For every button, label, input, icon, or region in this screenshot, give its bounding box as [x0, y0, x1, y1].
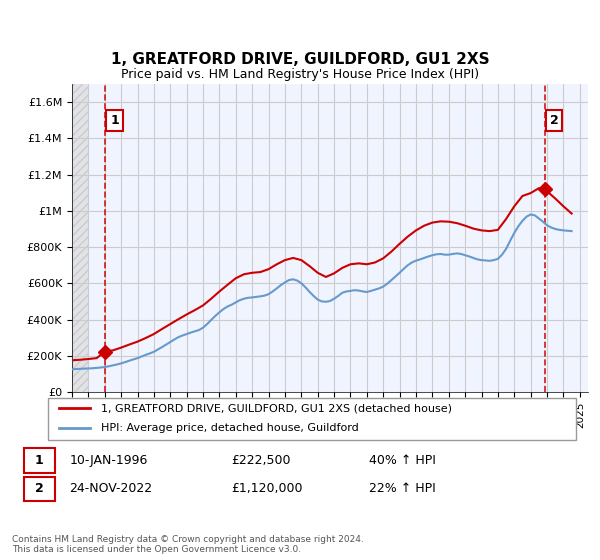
Text: 2: 2 — [550, 114, 558, 127]
Text: £222,500: £222,500 — [231, 454, 290, 467]
Text: 24-NOV-2022: 24-NOV-2022 — [70, 483, 153, 496]
Text: HPI: Average price, detached house, Guildford: HPI: Average price, detached house, Guil… — [101, 423, 359, 433]
Text: 10-JAN-1996: 10-JAN-1996 — [70, 454, 148, 467]
Text: 1: 1 — [110, 114, 119, 127]
Text: Price paid vs. HM Land Registry's House Price Index (HPI): Price paid vs. HM Land Registry's House … — [121, 68, 479, 81]
Text: 1: 1 — [35, 454, 43, 467]
Text: £1,120,000: £1,120,000 — [231, 483, 302, 496]
FancyBboxPatch shape — [23, 477, 55, 501]
FancyBboxPatch shape — [48, 398, 576, 440]
Text: Contains HM Land Registry data © Crown copyright and database right 2024.
This d: Contains HM Land Registry data © Crown c… — [12, 535, 364, 554]
FancyBboxPatch shape — [23, 449, 55, 473]
Text: 40% ↑ HPI: 40% ↑ HPI — [369, 454, 436, 467]
Text: 2: 2 — [35, 483, 43, 496]
Text: 1, GREATFORD DRIVE, GUILDFORD, GU1 2XS (detached house): 1, GREATFORD DRIVE, GUILDFORD, GU1 2XS (… — [101, 403, 452, 413]
Text: 1, GREATFORD DRIVE, GUILDFORD, GU1 2XS: 1, GREATFORD DRIVE, GUILDFORD, GU1 2XS — [110, 52, 490, 67]
Bar — [72, 84, 88, 392]
Text: 22% ↑ HPI: 22% ↑ HPI — [369, 483, 436, 496]
